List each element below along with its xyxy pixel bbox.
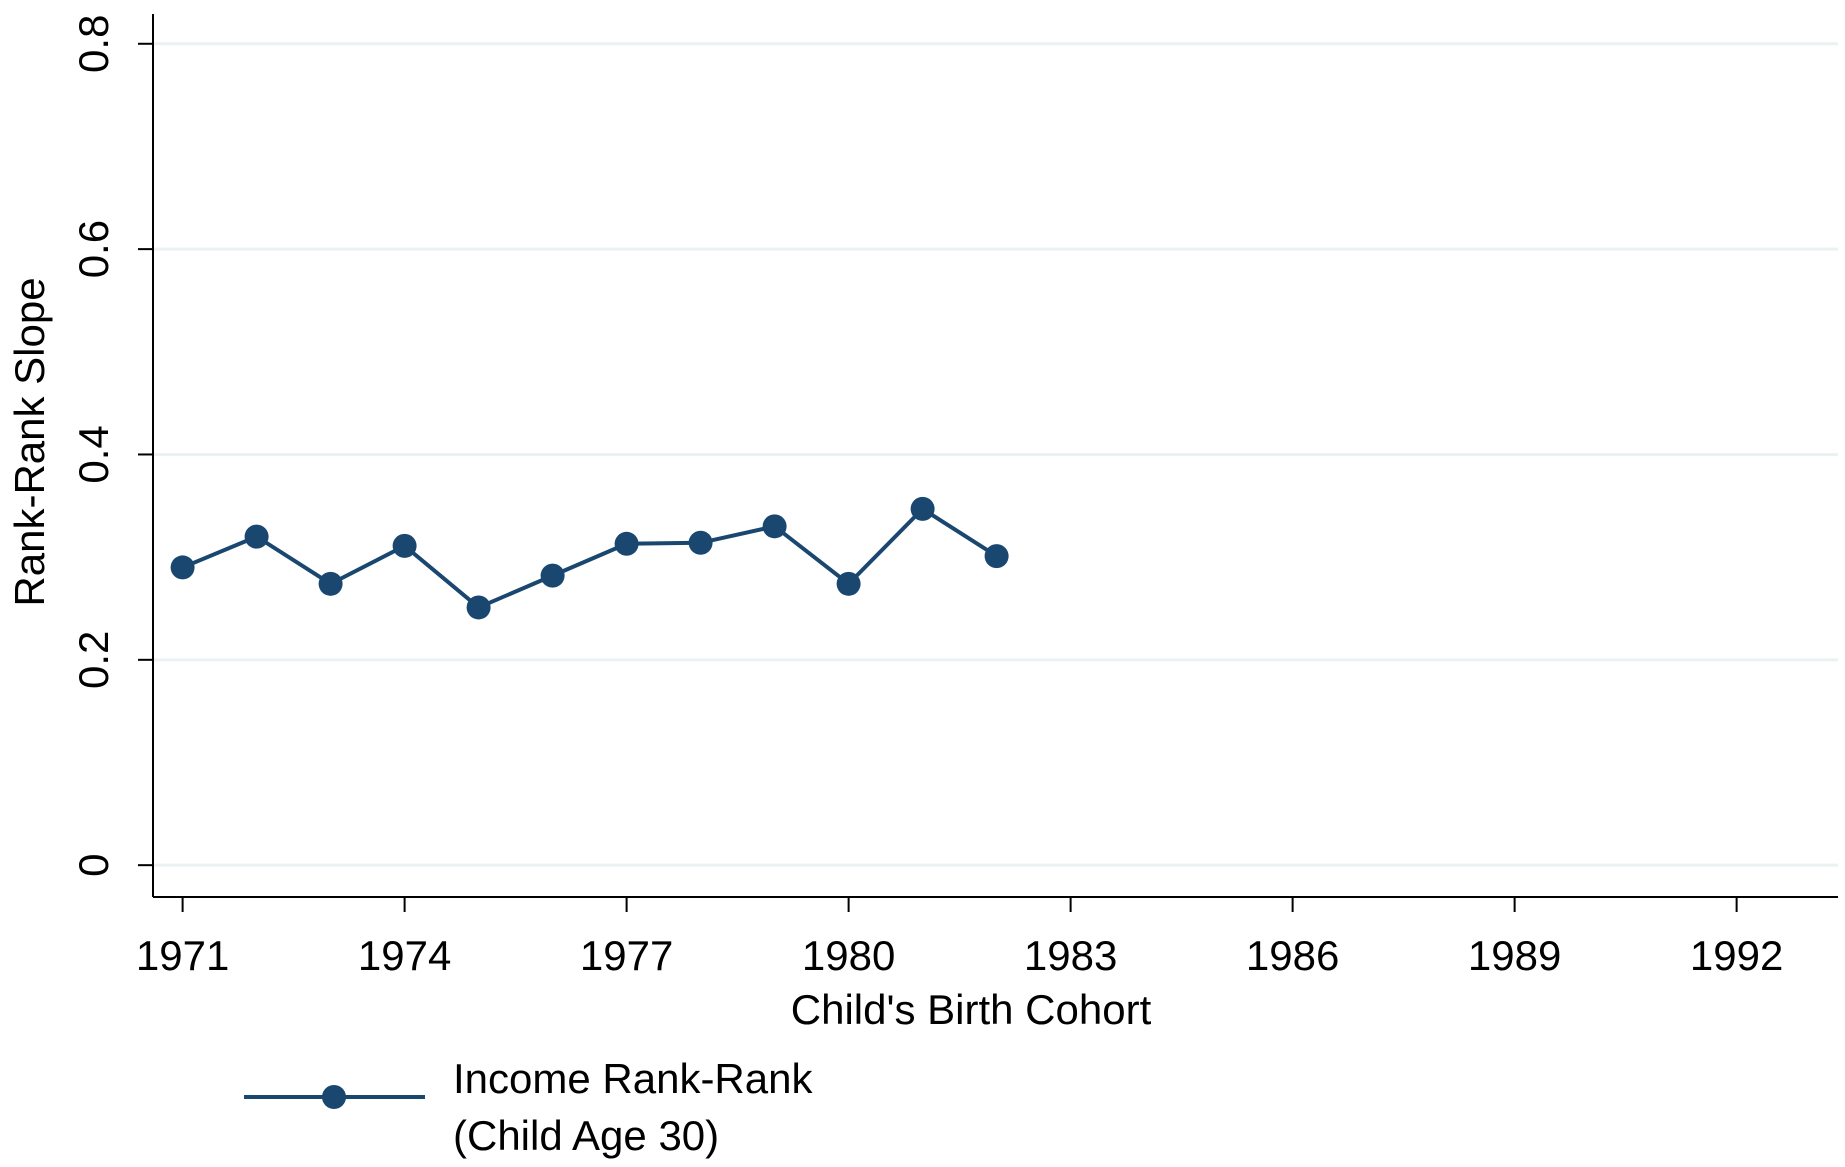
- point: [244, 524, 269, 549]
- x-tick-label: 1977: [580, 932, 673, 979]
- point: [318, 571, 343, 596]
- x-tick-label: 1989: [1468, 932, 1561, 979]
- point: [910, 496, 935, 521]
- legend-label: Income Rank-Rank (Child Age 30): [453, 1055, 813, 1159]
- point: [614, 531, 639, 556]
- y-tick-label: 0: [70, 853, 117, 876]
- x-tick-label: 1983: [1024, 932, 1117, 979]
- x-tick-label: 1974: [358, 932, 451, 979]
- series-line: [181, 506, 998, 610]
- point: [984, 544, 1009, 569]
- x-tick-label: 1971: [136, 932, 229, 979]
- point: [540, 563, 565, 588]
- point: [392, 533, 417, 558]
- y-axis-title: Rank-Rank Slope: [6, 277, 53, 606]
- x-tick-label: 1992: [1690, 932, 1783, 979]
- point: [836, 571, 861, 596]
- y-tick-label: 0.4: [70, 425, 117, 483]
- y-tick-label: 0.6: [70, 220, 117, 278]
- point: [170, 555, 195, 580]
- x-tick-label: 1986: [1246, 932, 1339, 979]
- point: [688, 530, 713, 555]
- x-tick-label: 1980: [802, 932, 895, 979]
- y-tick-label: 0.8: [70, 15, 117, 73]
- point: [466, 595, 491, 620]
- x-axis-title: Child's Birth Cohort: [791, 986, 1152, 1033]
- y-tick-label: 0.2: [70, 631, 117, 689]
- point: [762, 514, 787, 539]
- legend-marker: [322, 1085, 346, 1109]
